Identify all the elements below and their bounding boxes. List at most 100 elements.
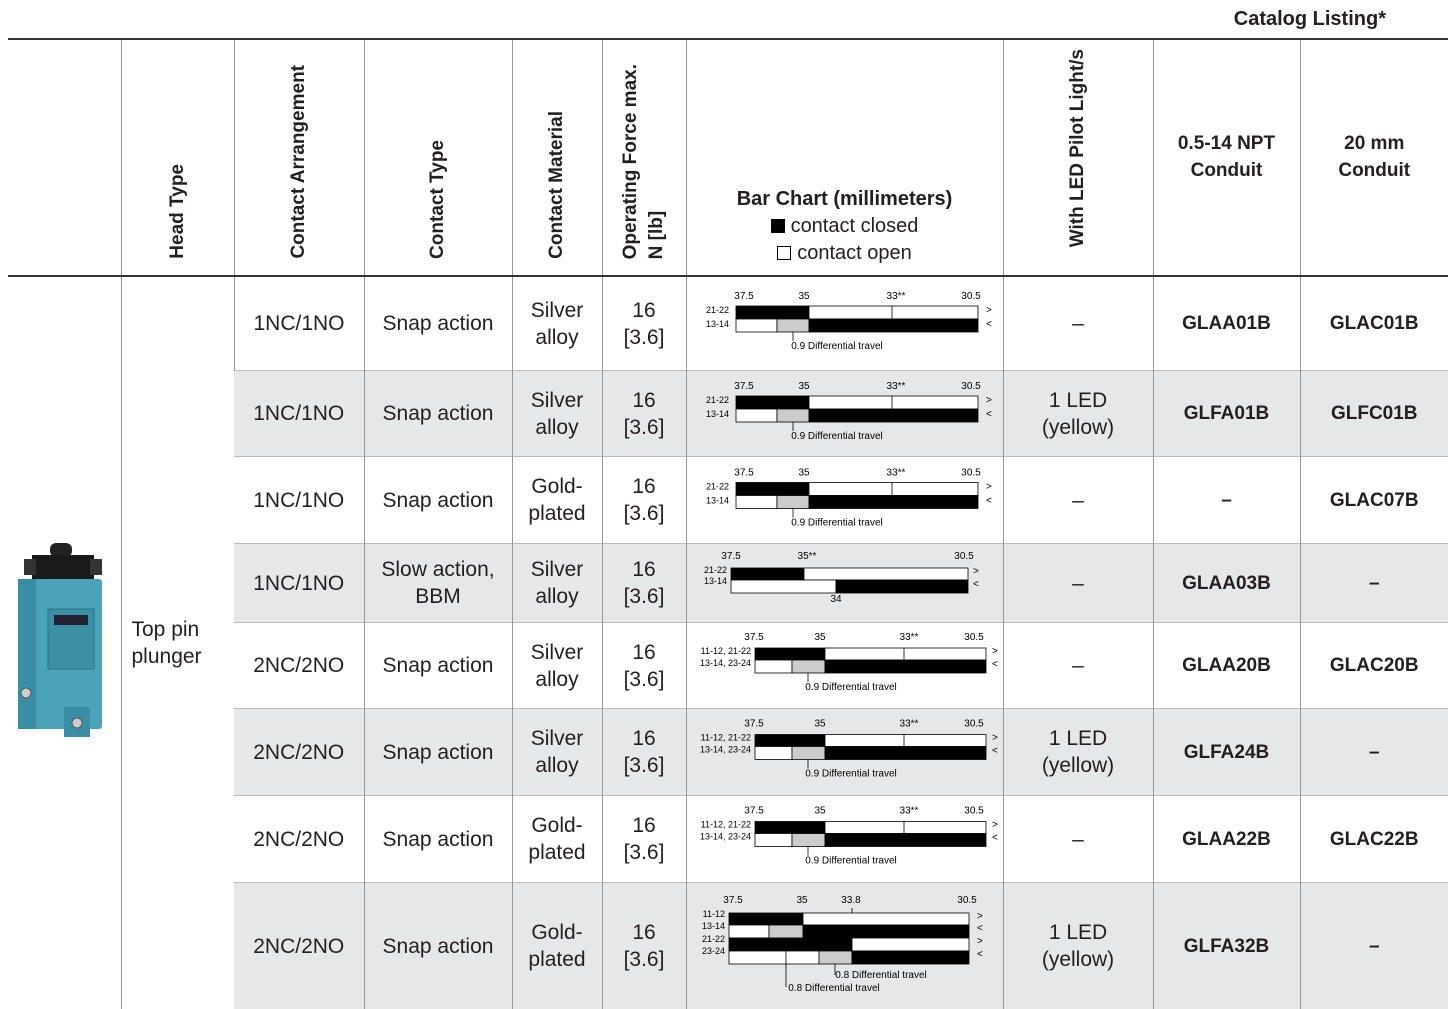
operating-force: 16[3.6] bbox=[602, 371, 686, 457]
bar-segment bbox=[736, 496, 777, 509]
circuit-label: 13-14, 23-24 bbox=[699, 745, 750, 755]
force-n: 16 bbox=[603, 556, 686, 583]
contact-arrangement: 2NC/2NO bbox=[234, 709, 364, 796]
bar-segment bbox=[736, 306, 809, 319]
force-n: 16 bbox=[603, 725, 686, 752]
led: – bbox=[1003, 623, 1153, 709]
bar-segment bbox=[777, 496, 809, 509]
operating-force: 16[3.6] bbox=[602, 709, 686, 796]
travel-arrow: > bbox=[977, 911, 983, 922]
mm20-code: GLAC20B bbox=[1300, 623, 1448, 709]
legend-closed-text: contact closed bbox=[791, 215, 919, 237]
bar-segment bbox=[755, 822, 825, 834]
scale-label: 37.5 bbox=[734, 291, 754, 302]
force-lb: [3.6] bbox=[603, 946, 686, 973]
bar-segment bbox=[792, 660, 825, 673]
circuit-label: 23-24 bbox=[701, 946, 724, 956]
bar-segment bbox=[836, 580, 968, 593]
bar-segment bbox=[729, 938, 852, 951]
contact-type: Snap action bbox=[364, 623, 512, 709]
circuit-label: 13-14, 23-24 bbox=[699, 832, 750, 842]
travel-arrow: > bbox=[986, 395, 992, 406]
operating-force: 16[3.6] bbox=[602, 796, 686, 883]
circuit-label: 13-14 bbox=[705, 319, 728, 329]
force-lb: [3.6] bbox=[603, 752, 686, 779]
note: 0.8 Differential travel bbox=[835, 970, 927, 981]
bar-segment bbox=[803, 913, 969, 925]
bar-segment bbox=[736, 396, 809, 409]
circuit-label: 21-22 bbox=[701, 934, 724, 944]
npt-code: GLAA01B bbox=[1153, 276, 1300, 371]
travel-arrow: > bbox=[992, 820, 998, 831]
header-cell: Head Type bbox=[121, 39, 234, 276]
contact-material: Gold-plated bbox=[512, 796, 602, 883]
circuit-label: 11-12, 21-22 bbox=[700, 820, 750, 830]
bar-segment bbox=[755, 660, 792, 673]
led: 1 LED (yellow) bbox=[1003, 709, 1153, 796]
col-force-line: N [lb] bbox=[644, 64, 670, 259]
circuit-label: 13-14 bbox=[703, 576, 726, 586]
col-led: With LED Pilot Light/s bbox=[1065, 49, 1091, 247]
col-head-type: Head Type bbox=[165, 164, 191, 259]
contact-type: Snap action bbox=[364, 276, 512, 371]
travel-arrow: < bbox=[992, 659, 998, 670]
travel-arrow: > bbox=[986, 305, 992, 316]
product-table: Head Type Contact Arrangement Contact Ty… bbox=[8, 38, 1448, 1009]
led: – bbox=[1003, 544, 1153, 623]
npt-code: GLAA03B bbox=[1153, 544, 1300, 623]
bar-segment bbox=[825, 834, 986, 847]
head-type: Top pin plunger bbox=[121, 276, 234, 1009]
scale-label: 30.5 bbox=[964, 719, 984, 730]
circuit-label: 21-22 bbox=[705, 395, 728, 405]
bar-segment bbox=[804, 568, 968, 580]
contact-material: Gold-plated bbox=[512, 457, 602, 544]
bar-segment bbox=[777, 319, 809, 332]
scale-label: 33.8 bbox=[841, 895, 861, 906]
bar-segment bbox=[777, 409, 809, 422]
bar-segment bbox=[769, 925, 803, 938]
contact-type: Snap action bbox=[364, 371, 512, 457]
travel-arrow: < bbox=[977, 923, 983, 934]
circuit-label: 13-14 bbox=[705, 409, 728, 419]
contact-type: Snap action bbox=[364, 796, 512, 883]
scale-label: 30.5 bbox=[954, 551, 974, 562]
note: 34 bbox=[830, 594, 842, 605]
scale-label: 30.5 bbox=[964, 806, 984, 817]
contact-arrangement: 2NC/2NO bbox=[234, 623, 364, 709]
force-n: 16 bbox=[603, 812, 686, 839]
contact-arrangement: 1NC/1NO bbox=[234, 371, 364, 457]
contact-arrangement: 2NC/2NO bbox=[234, 883, 364, 1009]
col-npt: Conduit bbox=[1154, 157, 1300, 184]
travel-arrow: > bbox=[992, 646, 998, 657]
col-material: Contact Material bbox=[544, 111, 570, 259]
col-20mm: Conduit bbox=[1301, 157, 1448, 184]
bar-segment bbox=[736, 483, 809, 496]
travel-arrow: < bbox=[973, 579, 979, 590]
scale-label: 30.5 bbox=[961, 381, 981, 392]
force-n: 16 bbox=[603, 297, 686, 324]
note: 0.8 Differential travel bbox=[788, 983, 880, 994]
bar-segment bbox=[755, 747, 792, 760]
bar-segment bbox=[792, 834, 825, 847]
scale-label: 33** bbox=[886, 381, 905, 392]
scale-label: 33** bbox=[899, 632, 918, 643]
bar-segment bbox=[825, 648, 986, 660]
led: 1 LED (yellow) bbox=[1003, 371, 1153, 457]
mm20-code: GLAC01B bbox=[1300, 276, 1448, 371]
travel-arrow: < bbox=[992, 746, 998, 757]
operating-force: 16[3.6] bbox=[602, 544, 686, 623]
travel-arrow: > bbox=[986, 482, 992, 493]
note: 0.9 Differential travel bbox=[791, 518, 883, 529]
contact-material: Gold-plated bbox=[512, 883, 602, 1009]
